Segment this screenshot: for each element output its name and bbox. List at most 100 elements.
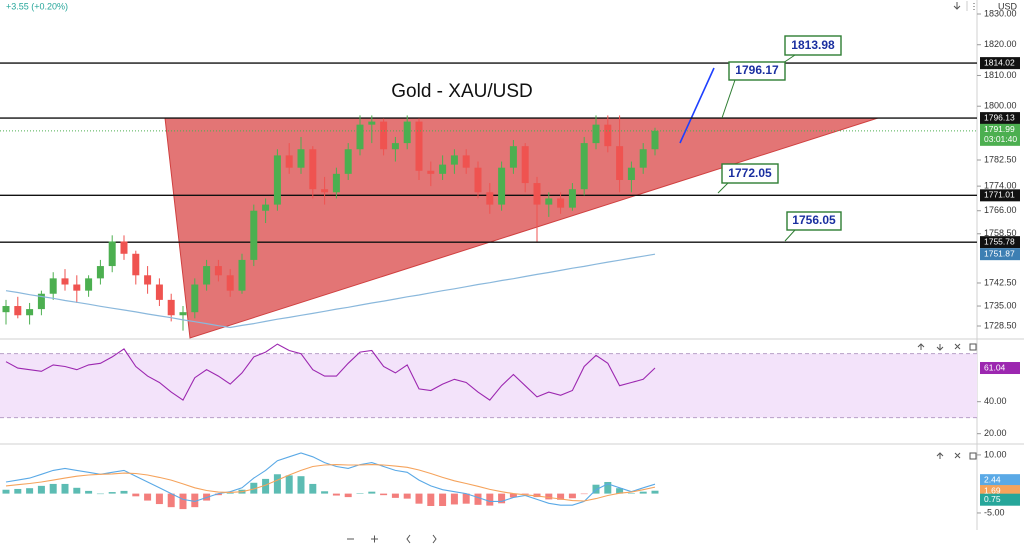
histogram-bar xyxy=(262,478,270,494)
histogram-bar xyxy=(462,493,470,504)
histogram-bar xyxy=(651,490,659,494)
histogram-bar xyxy=(627,493,635,494)
candle-body xyxy=(96,266,104,279)
candle-body xyxy=(486,192,494,205)
candle-body xyxy=(250,210,258,260)
y-tick-label: 1766.00 xyxy=(984,205,1017,215)
moving-average xyxy=(5,253,656,329)
candle-body xyxy=(132,253,140,276)
callout: 1813.98 xyxy=(791,38,835,52)
toolbar-icons xyxy=(347,1,977,544)
candle-body xyxy=(450,155,458,165)
candle-body xyxy=(332,173,340,193)
y-tick-label: 1774.00 xyxy=(984,181,1017,191)
histogram-bar xyxy=(639,491,647,494)
histogram-bar xyxy=(285,475,293,494)
last-price-bg xyxy=(980,123,1020,146)
y-tick-label: 1758.50 xyxy=(984,228,1017,238)
candle-body xyxy=(462,155,470,168)
level-label-bg xyxy=(980,236,1020,249)
candle-body xyxy=(439,164,447,174)
candle-body xyxy=(474,167,482,193)
rsi-label: 61.04 xyxy=(984,362,1006,372)
candle-body xyxy=(498,167,506,205)
y-tick-label: 1735.00 xyxy=(984,300,1017,310)
level-label-bg xyxy=(980,112,1020,125)
callout-box xyxy=(784,35,842,56)
histogram-bar xyxy=(49,483,57,494)
histogram-bar xyxy=(568,493,576,499)
macd-label-bg xyxy=(980,474,1020,487)
histogram-bar xyxy=(108,492,116,494)
callout-box xyxy=(728,61,786,81)
histogram-bar xyxy=(332,493,340,496)
macd-label: 2.44 xyxy=(984,474,1001,484)
candle-body xyxy=(356,124,364,150)
candle-body xyxy=(285,155,293,168)
histogram-bar xyxy=(604,481,612,494)
histogram-bar xyxy=(486,493,494,506)
candle-body xyxy=(214,266,222,276)
rsi-line xyxy=(5,343,656,401)
histogram-label: 0.75 xyxy=(984,494,1001,504)
candle-body xyxy=(155,284,163,300)
histogram-bar xyxy=(498,493,506,504)
histogram-bar xyxy=(297,476,305,494)
candle-body xyxy=(2,306,10,313)
histogram-bar xyxy=(368,491,376,494)
histogram-bar xyxy=(61,483,69,494)
histogram-bar xyxy=(2,489,10,494)
histogram-bar xyxy=(616,488,624,494)
level-label: 1796.13 xyxy=(984,112,1015,122)
histogram-bar xyxy=(439,493,447,506)
histogram-bar xyxy=(344,493,352,498)
y-tick-label: 1728.50 xyxy=(984,320,1017,330)
last-price: 1791.99 xyxy=(984,124,1015,134)
callout-leader xyxy=(717,182,729,194)
candle-body xyxy=(144,275,152,285)
candle-body xyxy=(120,241,128,254)
ma-label-bg xyxy=(980,248,1020,261)
candle-body xyxy=(37,293,45,310)
candle-body xyxy=(391,143,399,150)
chart-title: Gold - XAU/USD xyxy=(391,81,532,102)
candle-body xyxy=(580,143,588,190)
candle-body xyxy=(226,275,234,291)
callout-box xyxy=(721,163,779,184)
candle-body xyxy=(309,149,317,190)
candle-body xyxy=(380,121,388,150)
level-label-bg xyxy=(980,57,1020,70)
candle-body xyxy=(521,146,529,184)
callout-leader xyxy=(784,229,796,242)
candle-body xyxy=(262,204,270,211)
countdown: 03:01:40 xyxy=(984,134,1017,144)
histogram-bar xyxy=(155,493,163,505)
candle-body xyxy=(26,309,34,316)
histogram-bar xyxy=(356,493,364,494)
callout: 1772.05 xyxy=(728,166,772,180)
y-tick-label: 1810.00 xyxy=(984,70,1017,80)
candle-body xyxy=(368,121,376,125)
candle-body xyxy=(403,121,411,144)
y-tick-label: 1800.00 xyxy=(984,101,1017,111)
y-tick-label: 10.00 xyxy=(984,449,1007,459)
histogram-bar xyxy=(37,485,45,494)
histogram-bar xyxy=(521,493,529,495)
candle-body xyxy=(557,198,565,208)
histogram-bar xyxy=(26,488,34,494)
candle-body xyxy=(321,189,329,193)
histogram-bar xyxy=(415,493,423,504)
candle-body xyxy=(238,259,246,291)
histogram-bar xyxy=(474,493,482,505)
signal-line xyxy=(5,464,656,502)
candle-body xyxy=(627,167,635,180)
histogram-bar xyxy=(179,493,187,510)
candle-body xyxy=(167,299,175,316)
y-tick-label: 1820.00 xyxy=(984,39,1017,49)
candle-body xyxy=(604,124,612,147)
histogram-bar xyxy=(214,493,222,496)
y-tick-label: -5.00 xyxy=(984,507,1005,517)
candle-body xyxy=(73,284,81,291)
histogram-bar xyxy=(391,493,399,498)
